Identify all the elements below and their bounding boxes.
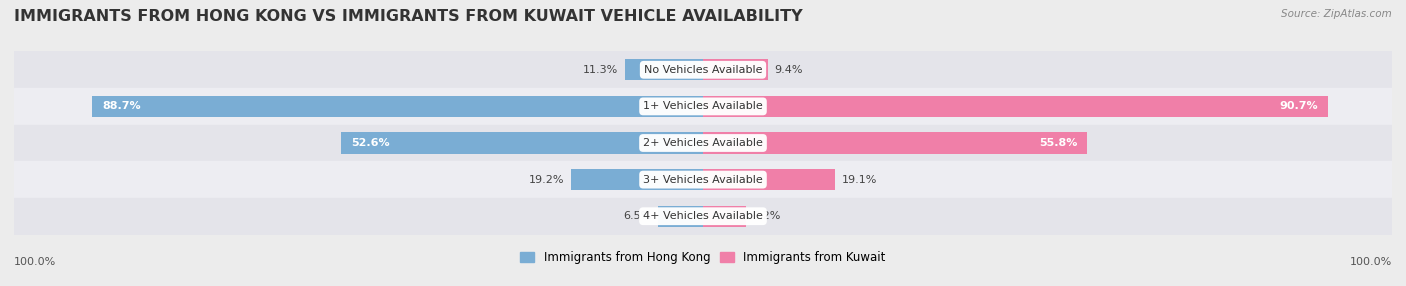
Bar — [571, 169, 703, 190]
Bar — [626, 59, 703, 80]
Text: 1+ Vehicles Available: 1+ Vehicles Available — [643, 102, 763, 111]
Text: 19.1%: 19.1% — [841, 175, 877, 184]
Bar — [14, 161, 1392, 198]
Text: 88.7%: 88.7% — [103, 102, 141, 111]
Text: 6.5%: 6.5% — [623, 211, 651, 221]
Text: 9.4%: 9.4% — [775, 65, 803, 75]
Text: 52.6%: 52.6% — [352, 138, 389, 148]
Bar — [91, 96, 703, 117]
Text: No Vehicles Available: No Vehicles Available — [644, 65, 762, 75]
Text: 6.2%: 6.2% — [752, 211, 780, 221]
Bar — [340, 132, 703, 154]
Bar — [658, 206, 703, 227]
Text: 19.2%: 19.2% — [529, 175, 564, 184]
Bar — [14, 88, 1392, 125]
Bar — [14, 51, 1392, 88]
Bar — [703, 132, 1087, 154]
Text: 3+ Vehicles Available: 3+ Vehicles Available — [643, 175, 763, 184]
Bar — [703, 59, 768, 80]
Bar — [14, 198, 1392, 235]
Text: Source: ZipAtlas.com: Source: ZipAtlas.com — [1281, 9, 1392, 19]
Text: 100.0%: 100.0% — [1350, 257, 1392, 267]
Text: 90.7%: 90.7% — [1279, 102, 1317, 111]
Text: 11.3%: 11.3% — [583, 65, 619, 75]
Text: 2+ Vehicles Available: 2+ Vehicles Available — [643, 138, 763, 148]
Bar — [703, 96, 1327, 117]
Bar — [703, 169, 835, 190]
Legend: Immigrants from Hong Kong, Immigrants from Kuwait: Immigrants from Hong Kong, Immigrants fr… — [516, 247, 890, 269]
Text: 55.8%: 55.8% — [1039, 138, 1077, 148]
Text: 4+ Vehicles Available: 4+ Vehicles Available — [643, 211, 763, 221]
Text: 100.0%: 100.0% — [14, 257, 56, 267]
Bar — [14, 125, 1392, 161]
Text: IMMIGRANTS FROM HONG KONG VS IMMIGRANTS FROM KUWAIT VEHICLE AVAILABILITY: IMMIGRANTS FROM HONG KONG VS IMMIGRANTS … — [14, 9, 803, 23]
Bar — [703, 206, 745, 227]
